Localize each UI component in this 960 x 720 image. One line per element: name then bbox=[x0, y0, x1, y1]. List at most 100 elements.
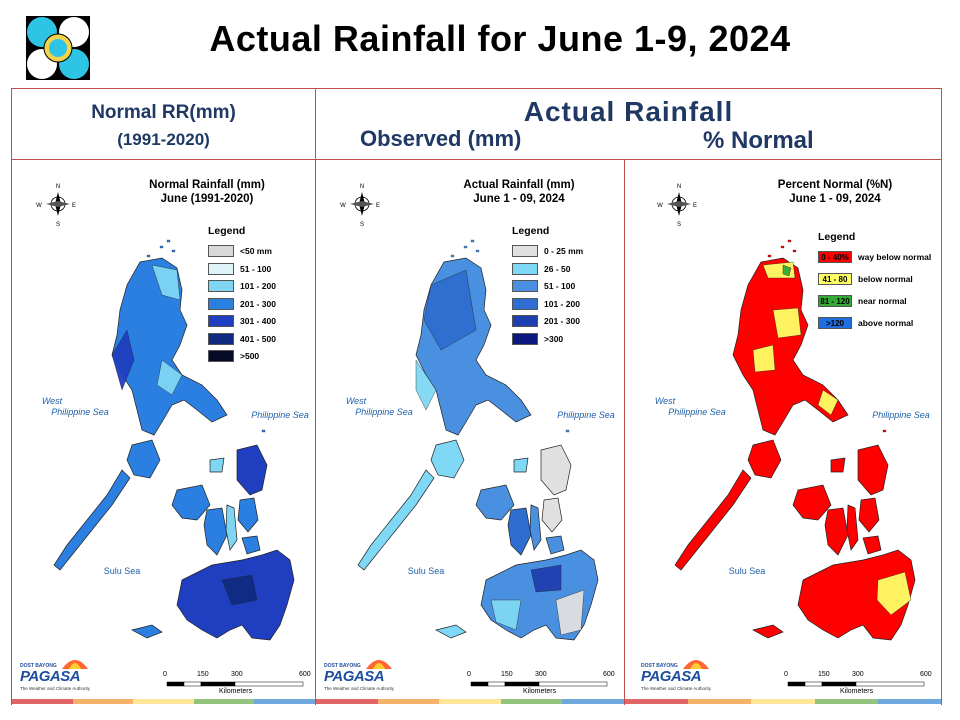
map-canvas: N S E W bbox=[36, 184, 304, 687]
map-subtitle: June (1991-2020) bbox=[160, 193, 254, 205]
island-leyte bbox=[541, 497, 563, 533]
island-palawan bbox=[53, 469, 131, 571]
scale-unit-label: Kilometers bbox=[840, 688, 874, 695]
legend-label: 101 - 200 bbox=[544, 298, 580, 309]
islet bbox=[171, 249, 176, 253]
compass-e-label: E bbox=[376, 203, 380, 209]
legend-swatch bbox=[512, 297, 538, 310]
legend-item: 101 - 200 bbox=[208, 279, 276, 293]
rainfall-zone bbox=[530, 564, 562, 593]
legend-label: <50 mm bbox=[240, 246, 272, 256]
legend-swatch: 81 - 120 bbox=[818, 295, 852, 307]
sea-label-philippine: Philippine Sea bbox=[251, 410, 309, 420]
compass-rose-icon: N S E W bbox=[36, 184, 76, 228]
sea-label-west-2: Philippine Sea bbox=[668, 407, 726, 417]
pagasa-tagline: The Weather and Climate Authority bbox=[20, 686, 90, 691]
legend-label: below normal bbox=[858, 274, 913, 284]
map-canvas: N S E W bbox=[657, 184, 925, 687]
island-sulu bbox=[435, 624, 467, 639]
legend-item: 101 - 200 bbox=[512, 297, 580, 311]
islet bbox=[792, 249, 797, 253]
compass-s-label: S bbox=[360, 222, 364, 228]
sea-label-west: West bbox=[41, 396, 63, 406]
island-luzon bbox=[732, 257, 849, 436]
map-title: Normal Rainfall (mm) bbox=[149, 179, 265, 191]
header-percent-normal: % Normal bbox=[703, 127, 814, 154]
legend-swatch bbox=[208, 245, 234, 257]
legend-swatch bbox=[208, 332, 234, 345]
bottom-bar-segment bbox=[688, 699, 752, 704]
compass-s-label: S bbox=[677, 222, 681, 228]
legend-label: 301 - 400 bbox=[240, 316, 276, 326]
scale-tick-label: 150 bbox=[501, 671, 513, 678]
header-observed: Observed (mm) bbox=[360, 126, 522, 151]
legend-item: 201 - 300 bbox=[208, 297, 276, 311]
sea-label-west-2: Philippine Sea bbox=[355, 407, 413, 417]
scale-tick-label: 150 bbox=[197, 671, 209, 678]
legend-item: 0 - 25 mm bbox=[512, 244, 583, 258]
observed-rainfall-map: N S E W Actual Rainfall (mm) June 1 - 09, 202… bbox=[316, 160, 624, 705]
map-title: Percent Normal (%N) bbox=[777, 179, 893, 191]
pagasa-small-text: DOST BAYONG bbox=[641, 663, 678, 669]
bottom-bar-segment bbox=[814, 699, 878, 704]
legend-swatch bbox=[208, 280, 234, 292]
bottom-bar-segment bbox=[133, 699, 194, 704]
header-actual-rainfall: Actual Rainfall bbox=[523, 96, 734, 127]
compass-n-label: N bbox=[56, 184, 60, 190]
island-mindoro bbox=[126, 439, 161, 479]
compass-n-label: N bbox=[360, 184, 364, 190]
legend-label: 201 - 300 bbox=[240, 298, 276, 309]
island-masbate bbox=[209, 457, 225, 473]
pagasa-name: PAGASA bbox=[20, 668, 81, 685]
scale-tick-label: 600 bbox=[299, 671, 311, 678]
island-palawan bbox=[357, 469, 435, 571]
islet bbox=[882, 429, 887, 433]
islet bbox=[450, 254, 455, 258]
islet bbox=[565, 429, 570, 433]
rainfall-zone bbox=[876, 571, 912, 616]
island-cebu bbox=[846, 504, 859, 551]
legend-swatch bbox=[512, 262, 538, 275]
umbrella-icon bbox=[366, 660, 392, 669]
legend-item: 26 - 50 bbox=[512, 262, 570, 276]
islet bbox=[470, 239, 475, 243]
map-subtitle: June 1 - 09, 2024 bbox=[789, 193, 881, 205]
island-leyte bbox=[237, 497, 259, 533]
legend-title: Legend bbox=[512, 225, 550, 237]
sea-label-philippine: Philippine Sea bbox=[872, 410, 930, 420]
pagasa-small-text: DOST BAYONG bbox=[20, 663, 57, 669]
legend-swatch bbox=[208, 315, 234, 327]
scale-bar bbox=[787, 681, 925, 687]
island-bohol bbox=[862, 535, 882, 555]
frame-right bbox=[941, 88, 942, 705]
bottom-bar-segment bbox=[193, 699, 255, 704]
islet bbox=[463, 245, 468, 249]
umbrella-icon bbox=[62, 660, 88, 669]
legend-item: 51 - 100 bbox=[512, 279, 575, 293]
island-sulu bbox=[131, 624, 163, 639]
sea-label-west: West bbox=[654, 396, 676, 406]
compass-e-label: E bbox=[72, 203, 76, 209]
scale-unit-label: Kilometers bbox=[219, 688, 253, 695]
percent-normal-map: N S E W Percent Normal (%N) June 1 - 09, 2024… bbox=[625, 160, 941, 705]
island-mindoro bbox=[430, 439, 465, 479]
island-negros bbox=[507, 507, 532, 556]
scale-bar bbox=[470, 681, 608, 687]
frame-top bbox=[11, 88, 942, 89]
legend-label: 51 - 100 bbox=[240, 263, 272, 274]
legend-label: 51 - 100 bbox=[544, 281, 576, 291]
bottom-bar-segment bbox=[12, 699, 73, 704]
pagasa-tagline: The Weather and Climate Authority bbox=[324, 686, 394, 691]
frame-divider-1 bbox=[315, 88, 316, 705]
pagasa-small-text: DOST BAYONG bbox=[324, 663, 361, 669]
legend-label: >300 bbox=[544, 333, 564, 344]
pagasa-tagline: The Weather and Climate Authority bbox=[641, 686, 711, 691]
bottom-bar-segment bbox=[625, 699, 689, 704]
legend-label: above normal bbox=[858, 318, 914, 328]
island-samar bbox=[857, 444, 889, 496]
island-negros bbox=[203, 507, 228, 556]
island-panay bbox=[475, 484, 515, 521]
islet bbox=[475, 249, 480, 253]
islet bbox=[159, 245, 164, 249]
sea-label-west: West bbox=[345, 396, 367, 406]
